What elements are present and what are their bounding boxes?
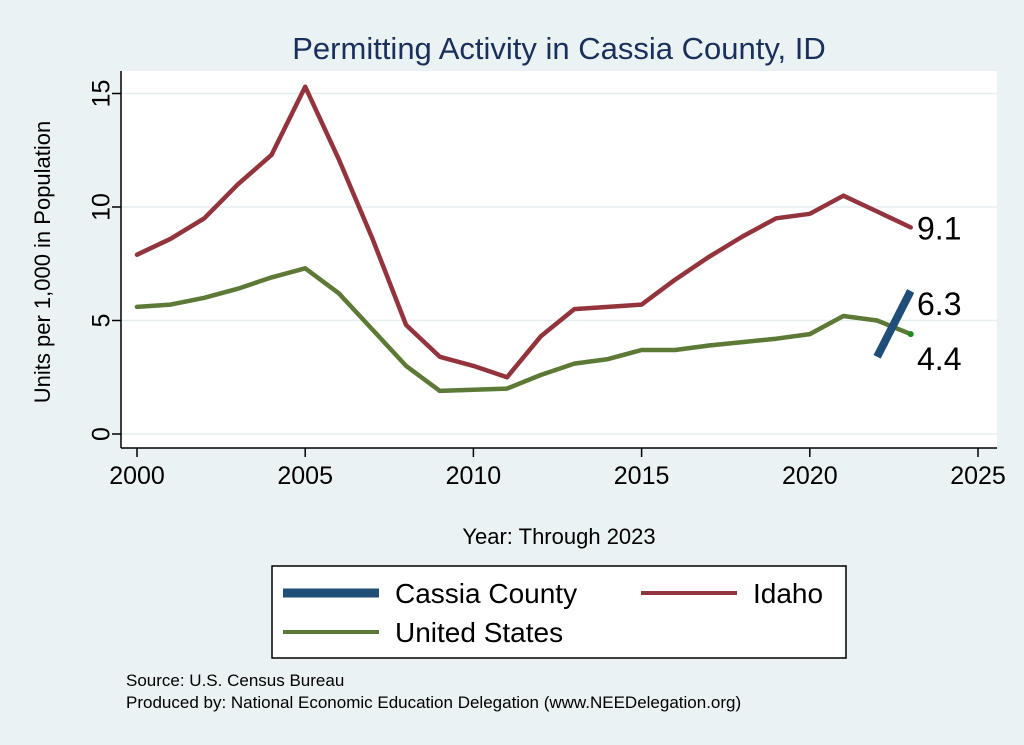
series-line-idaho [134,84,913,380]
chart-title: Permitting Activity in Cassia County, ID [292,31,826,66]
y-ticks: 0 5 10 15 [88,80,121,441]
legend-label-us: United States [395,617,563,648]
y-tick-label-0: 0 [88,427,116,441]
legend-label-idaho: Idaho [753,578,823,609]
legend-label-cassia: Cassia County [395,578,577,609]
x-tick-label-2020: 2020 [782,462,838,490]
legend-box [271,565,847,659]
plot-area [121,71,997,448]
x-tick-label-2015: 2015 [614,462,670,490]
x-axis-title: Year: Through 2023 [462,524,655,549]
legend: Cassia County Idaho United States [271,565,847,659]
producer-note: Produced by: National Economic Education… [126,693,741,712]
end-label-us: 4.4 [917,341,961,377]
x-tick-label-2025: 2025 [950,462,1006,490]
x-tick-label-2000: 2000 [109,462,165,490]
end-label-idaho: 9.1 [917,210,961,246]
source-note: Source: U.S. Census Bureau [126,671,344,690]
x-tick-label-2010: 2010 [446,462,502,490]
series-layer: 9.1 4.4 6.3 [134,84,961,394]
x-ticks: 2000 2005 2010 2015 2020 2025 [109,448,1006,490]
series-end-point-us [907,331,914,338]
y-tick-label-5: 5 [88,314,116,328]
y-tick-label-15: 15 [88,80,116,108]
series-line-cassia [873,289,915,359]
y-axis-title: Units per 1,000 in Population [30,121,55,404]
end-label-cassia: 6.3 [917,286,961,322]
y-tick-label-10: 10 [88,193,116,221]
series-line-us [134,266,913,394]
x-tick-label-2005: 2005 [277,462,333,490]
axes [120,71,997,449]
